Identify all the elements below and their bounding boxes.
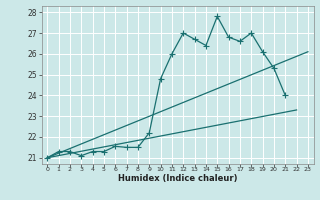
X-axis label: Humidex (Indice chaleur): Humidex (Indice chaleur): [118, 174, 237, 183]
